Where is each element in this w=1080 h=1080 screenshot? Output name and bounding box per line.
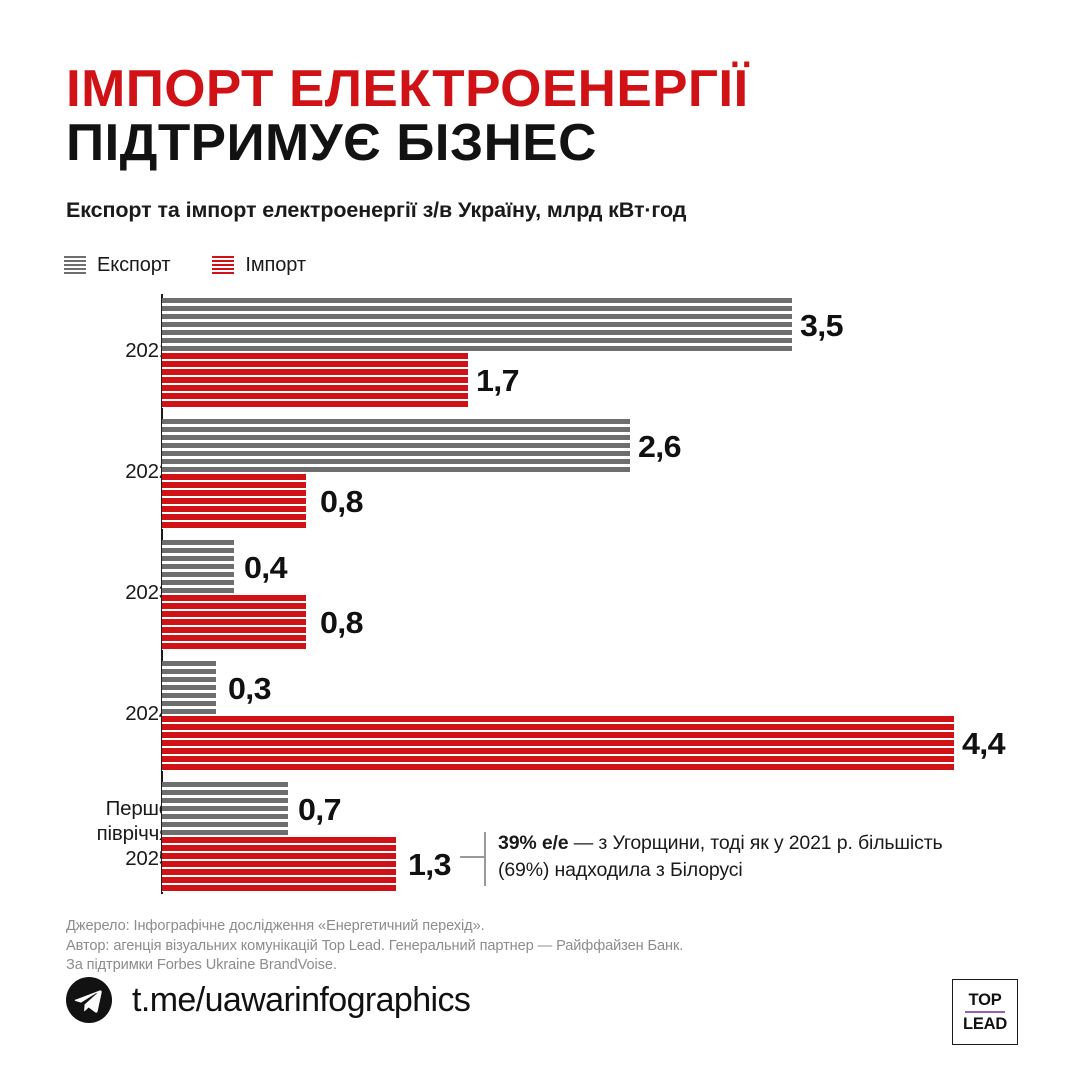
bar-import-2021 [162, 353, 468, 408]
page-title-line-2: ПІДТРИМУЄ БІЗНЕС [66, 114, 597, 172]
legend-label-import: Імпорт [245, 254, 306, 276]
annotation-text: 39% е/е — з Угорщини, тоді як у 2021 р. … [498, 830, 968, 884]
chart-group-2024: 2024 0,3 4,4 [0, 657, 1080, 771]
chart-annotation: 39% е/е — з Угорщини, тоді як у 2021 р. … [460, 830, 968, 886]
chart-group-2021: 2021 3,5 1,7 [0, 294, 1080, 408]
bar-value-import-2024: 4,4 [962, 726, 1006, 761]
bar-import-2025 [162, 837, 396, 892]
legend-item-export: Експорт [64, 254, 171, 277]
category-label-2024: 2024 [125, 702, 170, 725]
toplead-logo-rule [965, 1011, 1005, 1013]
telegram-handle-text: t.me/uawarinfographics [132, 980, 471, 1019]
category-label-2021: 2021 [125, 339, 170, 362]
category-label-2023: 2023 [125, 581, 170, 604]
bar-value-import-2023: 0,8 [320, 605, 364, 640]
legend-item-import: Імпорт [212, 254, 306, 277]
bar-export-2022 [162, 419, 630, 474]
bar-value-export-2024: 0,3 [228, 671, 272, 706]
chart-legend: Експорт Імпорт [64, 254, 306, 277]
annotation-rest: — з Угорщини, тоді як у 2021 р. більшіст… [498, 832, 943, 881]
bar-export-2024 [162, 661, 216, 716]
annotation-bold: 39% е/е [498, 832, 569, 854]
bar-export-2023 [162, 540, 234, 595]
category-label-2025: Перше півріччя 2025 [96, 797, 171, 870]
bar-import-2022 [162, 474, 306, 529]
title-block: ІМПОРТ ЕЛЕКТРОЕНЕРГІЇ ПІДТРИМУЄ БІЗНЕС [66, 62, 1026, 170]
chart-group-2022: 2022 2,6 0,8 [0, 415, 1080, 529]
bar-export-2021 [162, 298, 792, 353]
legend-swatch-export-icon [64, 256, 86, 275]
bar-export-2025 [162, 782, 288, 837]
category-label-2022: 2022 [125, 460, 170, 483]
bar-import-2023 [162, 595, 306, 650]
toplead-logo-top: TOP [968, 991, 1002, 1010]
bar-value-export-2022: 2,6 [638, 429, 682, 464]
chart-subtitle: Експорт та імпорт електроенергії з/в Укр… [66, 198, 687, 222]
bar-value-export-2021: 3,5 [800, 308, 844, 343]
footer-bar: t.me/uawarinfographics TOP LEAD [0, 975, 1080, 1070]
toplead-logo-bottom: LEAD [962, 1014, 1008, 1033]
bar-value-import-2022: 0,8 [320, 484, 364, 519]
telegram-link[interactable]: t.me/uawarinfographics [66, 977, 471, 1023]
toplead-logo: TOP LEAD [952, 979, 1018, 1045]
annotation-rule-icon [484, 832, 486, 886]
chart-group-2025: Перше півріччя 2025 0,7 1,3 39% е/е — з … [0, 778, 1080, 894]
bar-import-2024 [162, 716, 954, 771]
bar-value-import-2021: 1,7 [476, 363, 520, 398]
legend-label-export: Експорт [97, 254, 171, 276]
bar-value-export-2025: 0,7 [298, 792, 342, 827]
chart-group-2023: 2023 0,4 0,8 [0, 536, 1080, 650]
source-note: Джерело: Інфографічне дослідження «Енерг… [66, 918, 684, 973]
bar-value-export-2023: 0,4 [244, 550, 288, 585]
annotation-dash-icon [460, 856, 484, 858]
telegram-icon [66, 977, 112, 1023]
bar-chart: 2021 3,5 1,7 2022 2,6 0,8 2023 0,4 0,8 2… [0, 294, 1080, 900]
page-title-line-1: ІМПОРТ ЕЛЕКТРОЕНЕРГІЇ [66, 60, 749, 118]
legend-swatch-import-icon [212, 256, 235, 275]
bar-value-import-2025: 1,3 [408, 847, 452, 882]
